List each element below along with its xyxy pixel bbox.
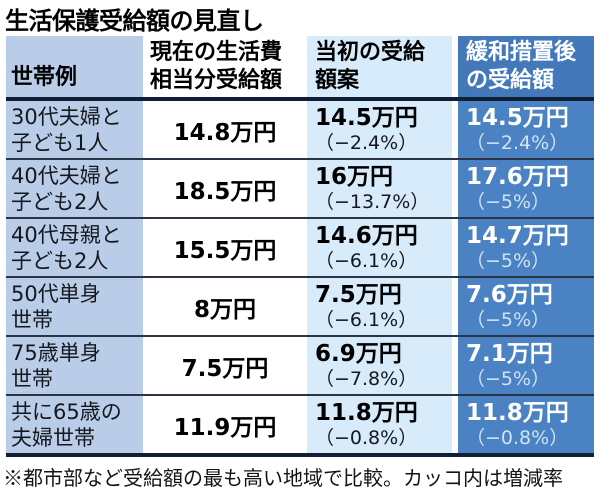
relaxed-amount-cell: 14.5万円 （−2.4%） (458, 101, 594, 158)
header-initial-proposal: 当初の受給 額案 (307, 36, 452, 97)
header-relaxed-amount: 緩和措置後 の受給額 (458, 36, 594, 97)
current-amount-cell: 18.5万円 (143, 160, 307, 217)
current-amount-cell: 8万円 (143, 278, 307, 335)
amount-text: 17.6万円 (466, 164, 569, 190)
amount-text: 14.5万円 (315, 105, 418, 131)
table-row: 40代夫婦と 子ども2人 18.5万円 16万円 （−13.7%） 17.6万円… (6, 160, 594, 219)
household-cell: 40代夫婦と 子ども2人 (6, 160, 143, 217)
change-percent-text: （−5%） (466, 191, 551, 213)
relaxed-amount-cell: 14.7万円 （−5%） (458, 219, 594, 276)
column-gutter (452, 36, 458, 97)
change-percent-text: （−5%） (466, 309, 551, 331)
initial-amount-cell: 14.5万円 （−2.4%） (307, 101, 452, 158)
amount-text: 6.9万円 (315, 341, 402, 367)
change-percent-text: （−5%） (466, 250, 551, 272)
household-cell: 50代単身 世帯 (6, 278, 143, 335)
header-household: 世帯例 (6, 36, 143, 97)
household-cell: 40代母親と 子ども2人 (6, 219, 143, 276)
table-row: 40代母親と 子ども2人 15.5万円 14.6万円 （−6.1%） 14.7万… (6, 219, 594, 278)
current-amount-cell: 14.8万円 (143, 101, 307, 158)
amount-text: 14.5万円 (466, 105, 569, 131)
page-title: 生活保護受給額の見直し (5, 7, 264, 35)
relaxed-amount-cell: 7.1万円 （−5%） (458, 337, 594, 394)
column-gutter (452, 396, 458, 453)
initial-amount-cell: 16万円 （−13.7%） (307, 160, 452, 217)
change-percent-text: （−7.8%） (315, 368, 418, 390)
initial-amount-cell: 14.6万円 （−6.1%） (307, 219, 452, 276)
amount-text: 14.7万円 (466, 223, 569, 249)
column-gutter (452, 278, 458, 335)
household-cell: 30代夫婦と 子ども1人 (6, 101, 143, 158)
current-amount-cell: 15.5万円 (143, 219, 307, 276)
amount-text: 11.8万円 (466, 400, 569, 426)
column-gutter (452, 160, 458, 217)
initial-amount-cell: 7.5万円 （−6.1%） (307, 278, 452, 335)
table-row: 75歳単身 世帯 7.5万円 6.9万円 （−7.8%） 7.1万円 （−5%） (6, 337, 594, 396)
change-percent-text: （−2.4%） (466, 132, 569, 154)
household-cell: 75歳単身 世帯 (6, 337, 143, 394)
table-row: 30代夫婦と 子ども1人 14.8万円 14.5万円 （−2.4%） 14.5万… (6, 101, 594, 160)
benefits-table: 世帯例 現在の生活費 相当分受給額 当初の受給 額案 緩和措置後 の受給額 30… (6, 36, 594, 457)
table-row: 共に65歳の 夫婦世帯 11.9万円 11.8万円 （−0.8%） 11.8万円… (6, 396, 594, 457)
relaxed-amount-cell: 7.6万円 （−5%） (458, 278, 594, 335)
current-amount-cell: 7.5万円 (143, 337, 307, 394)
change-percent-text: （−0.8%） (466, 427, 569, 449)
amount-text: 14.6万円 (315, 223, 418, 249)
amount-text: 16万円 (315, 164, 394, 190)
column-gutter (452, 101, 458, 158)
initial-amount-cell: 6.9万円 （−7.8%） (307, 337, 452, 394)
change-percent-text: （−5%） (466, 368, 551, 390)
footnote: ※都市部など受給額の最も高い地域で比較。カッコ内は増減率 (3, 466, 563, 490)
household-cell: 共に65歳の 夫婦世帯 (6, 396, 143, 453)
relaxed-amount-cell: 11.8万円 （−0.8%） (458, 396, 594, 453)
initial-amount-cell: 11.8万円 （−0.8%） (307, 396, 452, 453)
table-header-row: 世帯例 現在の生活費 相当分受給額 当初の受給 額案 緩和措置後 の受給額 (6, 36, 594, 101)
change-percent-text: （−6.1%） (315, 309, 418, 331)
change-percent-text: （−2.4%） (315, 132, 418, 154)
column-gutter (452, 337, 458, 394)
change-percent-text: （−0.8%） (315, 427, 418, 449)
change-percent-text: （−13.7%） (315, 191, 430, 213)
current-amount-cell: 11.9万円 (143, 396, 307, 453)
amount-text: 7.6万円 (466, 282, 553, 308)
amount-text: 7.5万円 (315, 282, 402, 308)
change-percent-text: （−6.1%） (315, 250, 418, 272)
amount-text: 7.1万円 (466, 341, 553, 367)
table-row: 50代単身 世帯 8万円 7.5万円 （−6.1%） 7.6万円 （−5%） (6, 278, 594, 337)
column-gutter (452, 219, 458, 276)
amount-text: 11.8万円 (315, 400, 418, 426)
relaxed-amount-cell: 17.6万円 （−5%） (458, 160, 594, 217)
header-current-benefit: 現在の生活費 相当分受給額 (143, 36, 307, 97)
